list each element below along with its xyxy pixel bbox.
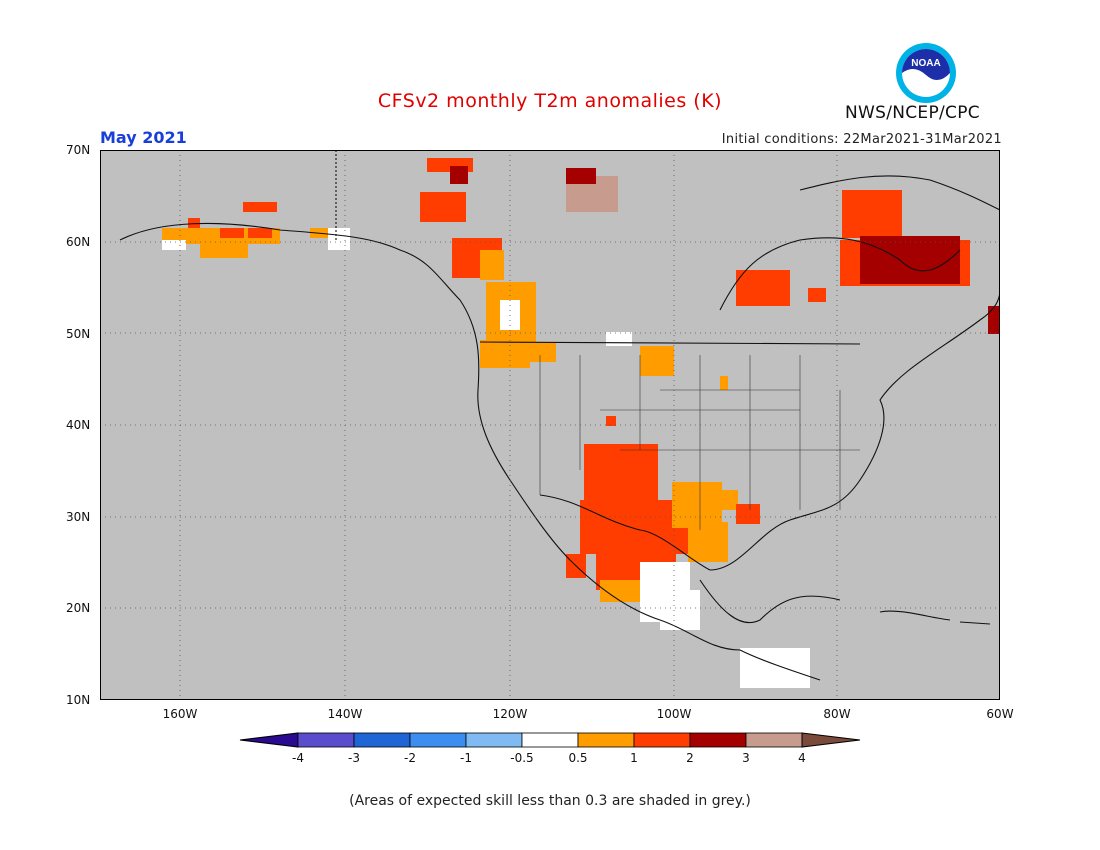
cell-la-orange: [722, 490, 738, 510]
legend-swatch: [465, 732, 523, 748]
cell-bc-orange2: [480, 250, 504, 280]
coastlines: [119, 150, 1000, 681]
lon-label: 120W: [492, 707, 528, 721]
legend-swatch: [409, 732, 467, 748]
cell-nd-white: [606, 332, 632, 346]
lon-label: 80W: [823, 707, 851, 721]
noaa-logo-text: NOAA: [911, 58, 940, 69]
map-frame: [100, 150, 1000, 700]
cell-alaska-white: [162, 240, 186, 250]
cell-tx-orange2: [688, 522, 728, 562]
pacific-coast: [119, 222, 821, 681]
cell-nwt-darkred: [450, 166, 468, 184]
cell-alaska-red4: [248, 228, 272, 238]
cell-mt-orange: [530, 342, 556, 362]
legend-swatch: [353, 732, 411, 748]
legend-label: 2: [686, 751, 694, 765]
lat-label: 70N: [66, 143, 91, 157]
cell-mn-orange: [720, 376, 728, 390]
legend-label: 4: [798, 751, 806, 765]
cell-la-red: [736, 504, 760, 524]
legend-label: -0.5: [510, 751, 534, 765]
lon-label: 100W: [656, 707, 692, 721]
initial-conditions: Initial conditions: 22Mar2021-31Mar2021: [721, 132, 1002, 147]
cell-nunavut-darkred: [566, 168, 596, 184]
lon-label: 140W: [327, 707, 363, 721]
legend-arrow-high: [801, 732, 861, 748]
legend-label: 1: [630, 751, 638, 765]
legend-swatch: [297, 732, 355, 748]
lat-label: 20N: [66, 601, 91, 615]
us-mexico-border: [539, 494, 711, 571]
lat-lon-grid: [100, 150, 1000, 700]
anomaly-map: [100, 150, 1000, 700]
forecast-month: May 2021: [100, 128, 187, 147]
cell-newfoundland-darkred: [988, 306, 1000, 334]
cell-nd-orange: [640, 346, 674, 376]
cell-hudson-red2: [808, 288, 826, 302]
color-legend: [239, 732, 861, 748]
legend-swatch: [689, 732, 747, 748]
legend-label: -4: [292, 751, 304, 765]
cell-wa-orange: [480, 340, 530, 368]
cell-quebec-darkred: [860, 236, 960, 284]
agency-label: NWS/NCEP/CPC: [845, 103, 980, 123]
cell-nm-red: [584, 444, 658, 504]
cell-nwt-red2: [420, 192, 466, 222]
cell-bc-orange: [310, 228, 340, 238]
map-title: CFSv2 monthly T2m anomalies (K): [377, 90, 723, 112]
legend-swatch: [521, 732, 579, 748]
cell-ca-white: [740, 648, 810, 688]
legend-label: 0.5: [568, 751, 588, 765]
hispaniola: [959, 621, 991, 625]
legend-swatch: [577, 732, 635, 748]
lat-label: 10N: [66, 693, 91, 707]
us-canada-border: [479, 341, 861, 345]
cell-tx-orange: [672, 482, 722, 528]
legend-arrow-low: [239, 732, 299, 748]
anomaly-cells: [162, 158, 1000, 688]
cell-alaska-red3: [220, 228, 244, 238]
legend-label: -1: [460, 751, 472, 765]
cell-alaska-orange2: [200, 244, 248, 258]
arctic-coast: [799, 175, 1000, 211]
cell-mx-white2: [660, 590, 700, 630]
legend-label: 3: [742, 751, 750, 765]
lat-label: 40N: [66, 418, 91, 432]
cell-alaska-red2: [243, 202, 277, 212]
cell-hudson-red: [736, 270, 790, 306]
legend-label: -3: [348, 751, 360, 765]
cell-co-red: [606, 416, 616, 426]
lat-label: 50N: [66, 327, 91, 341]
hudson-bay: [719, 237, 961, 311]
lon-label: 160W: [162, 707, 198, 721]
cell-alaska-red1: [188, 218, 200, 228]
gulf-atlantic-coast: [709, 289, 1000, 571]
lat-label: 30N: [66, 510, 91, 524]
noaa-logo: NOAA: [896, 43, 956, 103]
skill-footnote: (Areas of expected skill less than 0.3 a…: [349, 793, 751, 809]
lon-label: 60W: [986, 707, 1014, 721]
cuba: [879, 610, 951, 621]
state-borders: [539, 355, 860, 530]
legend-swatches: [239, 732, 861, 748]
lat-label: 60N: [66, 235, 91, 249]
legend-label: -2: [404, 751, 416, 765]
legend-swatch: [633, 732, 691, 748]
yucatan-coast: [699, 579, 841, 624]
cell-bc-white: [328, 228, 350, 250]
legend-swatch: [745, 732, 803, 748]
cell-baffin-red: [842, 190, 902, 238]
